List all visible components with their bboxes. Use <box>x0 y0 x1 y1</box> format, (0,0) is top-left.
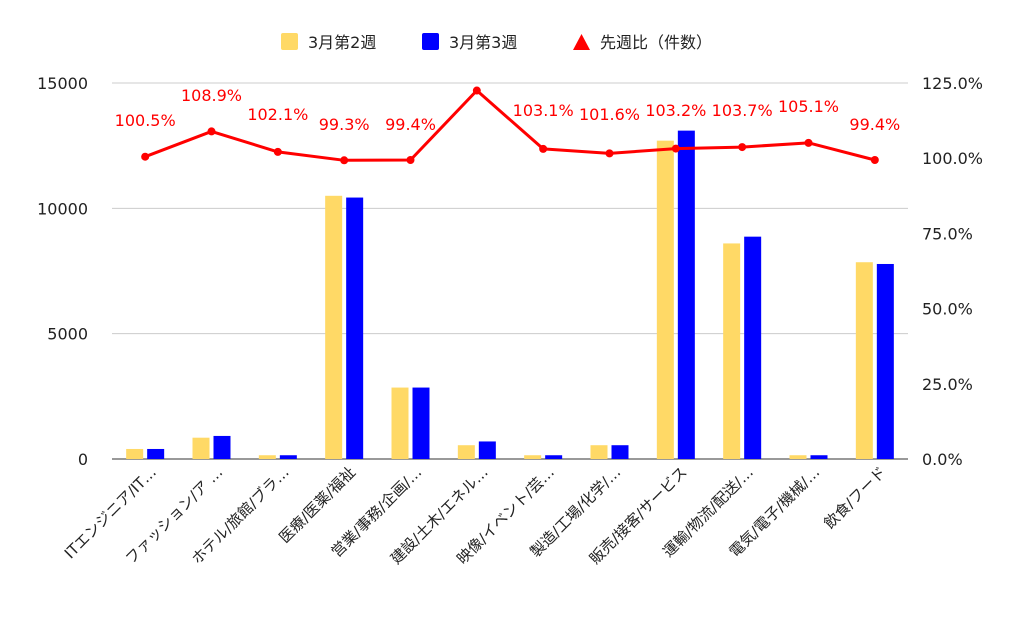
ratio-data-label: 102.1% <box>247 105 308 124</box>
ratio-data-label: 101.6% <box>579 105 640 124</box>
left-tick-label: 10000 <box>37 199 88 218</box>
right-tick-label: 50.0% <box>922 300 973 319</box>
legend-label: 3月第2週 <box>308 33 376 52</box>
ratio-point <box>539 144 548 153</box>
ratio-point <box>870 156 879 165</box>
bar-week3 <box>412 387 430 459</box>
right-tick-label: 100.0% <box>922 149 983 168</box>
ratio-data-label: 103.1% <box>513 101 574 120</box>
left-tick-label: 5000 <box>47 325 88 344</box>
ratio-point <box>605 149 614 158</box>
ratio-data-label: 99.3% <box>319 115 370 134</box>
bar-week3 <box>545 455 563 459</box>
bar-week2 <box>391 387 409 459</box>
bar-week3 <box>478 441 496 459</box>
right-tick-label: 125.0% <box>922 74 983 93</box>
ratio-data-label: 99.4% <box>849 115 900 134</box>
bar-week2 <box>789 455 807 459</box>
legend-label: 先週比（件数） <box>600 33 712 52</box>
ratio-point <box>207 127 216 136</box>
bar-week3 <box>744 236 762 459</box>
ratio-data-label: 103.2% <box>645 101 706 120</box>
right-tick-label: 0.0% <box>922 450 963 469</box>
legend-swatch-week3 <box>422 33 439 50</box>
bar-week2 <box>126 448 144 459</box>
bar-week3 <box>213 435 231 459</box>
bar-week3 <box>677 130 695 460</box>
bar-week3 <box>611 445 629 459</box>
bar-week3 <box>147 448 165 459</box>
ratio-point <box>738 143 747 152</box>
ratio-data-label: 105.1% <box>778 97 839 116</box>
bar-week2 <box>723 243 741 459</box>
bar-week2 <box>590 445 608 459</box>
bar-week2 <box>524 455 542 459</box>
legend-label: 3月第3週 <box>449 33 517 52</box>
bar-week2 <box>258 455 276 459</box>
bar-week3 <box>346 197 364 459</box>
legend-marker-ratio <box>573 34 590 50</box>
category-label: 飲食/フード <box>820 463 889 532</box>
bar-week2 <box>192 437 210 459</box>
left-tick-label: 15000 <box>37 74 88 93</box>
ratio-point <box>340 156 349 165</box>
ratio-point <box>804 138 813 147</box>
ratio-data-label: 108.9% <box>181 86 242 105</box>
bar-week2 <box>457 445 475 459</box>
bar-week2 <box>325 195 343 460</box>
right-tick-label: 25.0% <box>922 375 973 394</box>
left-tick-label: 0 <box>78 450 88 469</box>
bar-week3 <box>810 455 828 459</box>
legend-swatch-week2 <box>281 33 298 50</box>
ratio-data-label: 100.5% <box>115 111 176 130</box>
ratio-data-label: 99.4% <box>385 115 436 134</box>
ratio-point <box>273 147 282 156</box>
bar-week3 <box>876 263 894 459</box>
ratio-point <box>472 86 481 95</box>
ratio-point <box>671 144 680 153</box>
bar-week3 <box>279 455 297 459</box>
right-tick-label: 75.0% <box>922 224 973 243</box>
ratio-line <box>144 89 876 162</box>
ratio-point <box>141 152 150 161</box>
ratio-data-label: 103.7% <box>712 101 773 120</box>
bar-week2 <box>656 140 674 460</box>
bar-week2 <box>855 262 873 459</box>
ratio-point <box>406 156 415 165</box>
